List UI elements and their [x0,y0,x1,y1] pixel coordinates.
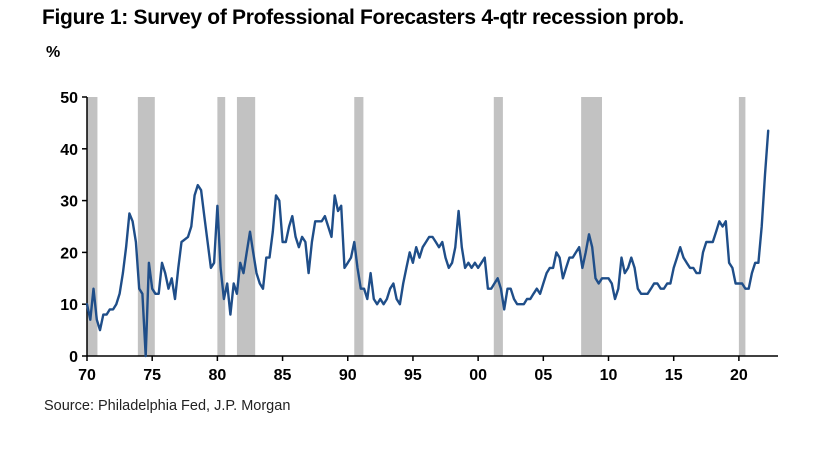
x-tick-label-15: 15 [665,367,683,384]
y-axis-unit-label: % [46,44,61,61]
recession-band-4 [354,97,364,356]
recession-band-5 [493,97,503,356]
y-tick-label-0: 0 [69,349,78,366]
x-tick-label-10: 10 [600,367,618,384]
y-tick-label-20: 20 [60,245,78,262]
x-tick-label-95: 95 [404,367,422,384]
x-tick-label-85: 85 [274,367,292,384]
y-axis-ticks: 0 10 20 30 40 50 [60,90,88,366]
y-tick-label-50: 50 [60,90,78,107]
x-tick-label-90: 90 [339,367,357,384]
y-tick-label-40: 40 [60,142,78,159]
x-tick-label-20: 20 [730,367,748,384]
recession-band-0 [87,97,98,356]
recession-band-6 [581,97,602,356]
y-tick-label-30: 30 [60,194,78,211]
series-line-0 [85,129,770,358]
recession-band-3 [236,97,256,356]
x-tick-label-70: 70 [78,367,96,384]
x-tick-label-75: 75 [143,367,161,384]
source-note: Source: Philadelphia Fed, J.P. Morgan [44,398,291,414]
recession-bands [87,97,746,356]
recession-band-7 [738,97,746,356]
x-axis-ticks: 70 75 80 85 90 95 00 05 10 15 20 [78,355,778,384]
y-tick-label-10: 10 [60,297,78,314]
x-tick-label-80: 80 [208,367,226,384]
x-tick-label-05: 05 [534,367,552,384]
chart-title: Figure 1: Survey of Professional Forecas… [42,6,684,29]
series-group [85,129,770,358]
recession-band-2 [217,97,226,356]
x-tick-label-00: 00 [469,367,487,384]
